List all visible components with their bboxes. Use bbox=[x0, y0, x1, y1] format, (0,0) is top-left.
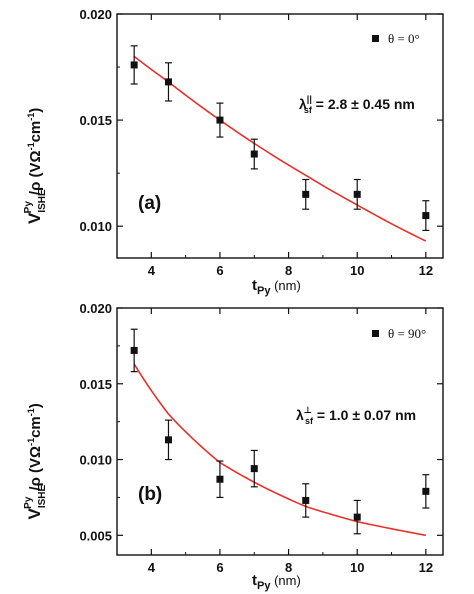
x-tick-label-a: 6 bbox=[216, 263, 223, 278]
y-axis-sup-a: Py bbox=[23, 201, 34, 214]
y-axis-sup-b: Py bbox=[23, 496, 34, 509]
x-tick-label-b: 10 bbox=[350, 560, 364, 575]
y-axis-close-b: ) bbox=[27, 403, 44, 408]
y-axis-title-b: VISHEPy/ρ (VΩ-1cm-1) bbox=[23, 403, 48, 519]
data-point-b bbox=[130, 346, 138, 354]
lambda-subscript-b: sf bbox=[305, 416, 314, 426]
data-point-b bbox=[353, 513, 361, 521]
y-axis-close-a: ) bbox=[27, 108, 44, 113]
data-point-b bbox=[164, 436, 172, 444]
fit-curve-a bbox=[133, 55, 427, 242]
lambda-symbol-b: λ bbox=[296, 407, 304, 423]
data-point-b bbox=[250, 465, 258, 473]
panel-a: 4 6 8 10 12 0.010 0.015 0.020 (a) θ = 0° λ|| sf … bbox=[23, 7, 444, 297]
x-tick-label-a: 12 bbox=[419, 263, 433, 278]
lambda-symbol-a: λ bbox=[299, 96, 307, 112]
data-point-a bbox=[216, 116, 224, 124]
panel-label-b: (b) bbox=[138, 484, 162, 505]
legend-a: θ = 0° bbox=[372, 31, 420, 46]
plot-frame-b bbox=[116, 307, 444, 556]
y-tick-label-b: 0.020 bbox=[79, 301, 112, 316]
x-tick-label-a: 10 bbox=[350, 263, 364, 278]
y-tick-label-a: 0.015 bbox=[79, 113, 112, 128]
x-axis-sub-a: Py bbox=[257, 285, 271, 297]
legend-marker-b bbox=[372, 330, 379, 337]
y-axis-sub-b: ISHE bbox=[37, 484, 48, 508]
y-axis-sup2-a: -1 bbox=[26, 142, 36, 150]
x-tick-label-b: 4 bbox=[148, 560, 156, 575]
y-axis-sub-a: ISHE bbox=[37, 189, 48, 213]
y-axis-rest-b: /ρ (VΩ bbox=[27, 446, 44, 491]
x-tick-label-b: 6 bbox=[216, 560, 223, 575]
y-axis-title-a: VISHEPy/ρ (VΩ-1cm-1) bbox=[23, 108, 48, 224]
lambda-value-b: = 1.0 ± 0.07 nm bbox=[313, 407, 416, 423]
lambda-superscript-b: ⊥ bbox=[304, 405, 312, 415]
legend-label-b: θ = 90° bbox=[388, 326, 426, 341]
legend-b: θ = 90° bbox=[372, 326, 426, 341]
x-axis-unit-a: (nm) bbox=[270, 278, 300, 293]
x-axis-unit-b: (nm) bbox=[270, 573, 300, 588]
y-axis-rest2-b: cm bbox=[27, 416, 44, 438]
x-axis-title-a: tPy (nm) bbox=[252, 277, 301, 297]
data-point-a bbox=[164, 78, 172, 86]
lambda-subscript-a: sf bbox=[304, 105, 313, 115]
x-axis-main-b: t bbox=[252, 572, 257, 589]
data-point-b bbox=[216, 475, 224, 483]
legend-marker-a bbox=[372, 35, 379, 42]
y-axis-main-b: V bbox=[25, 508, 44, 520]
y-tick-label-b: 0.010 bbox=[79, 453, 112, 468]
x-tick-label-b: 12 bbox=[419, 560, 433, 575]
marks-a bbox=[130, 45, 430, 242]
fit-annotation-a: λ|| sf = 2.8 ± 0.45 nm bbox=[299, 94, 415, 115]
lambda-value-a: = 2.8 ± 0.45 nm bbox=[312, 96, 415, 112]
plot-frame-a bbox=[116, 13, 444, 259]
panel-label-a: (a) bbox=[138, 193, 161, 214]
y-tick-label-a: 0.010 bbox=[79, 219, 112, 234]
x-tick-label-b: 8 bbox=[285, 560, 292, 575]
x-axis-sub-b: Py bbox=[257, 580, 271, 592]
data-point-b bbox=[302, 496, 310, 504]
data-point-b bbox=[422, 487, 430, 495]
y-axis-sup3-b: -1 bbox=[26, 408, 36, 416]
data-point-a bbox=[302, 190, 310, 198]
legend-label-a: θ = 0° bbox=[388, 31, 420, 46]
y-axis-sup2-b: -1 bbox=[26, 438, 36, 446]
data-point-a bbox=[250, 150, 258, 158]
x-tick-label-a: 4 bbox=[148, 263, 156, 278]
y-tick-label-b: 0.005 bbox=[79, 528, 112, 543]
y-axis-main-a: V bbox=[25, 212, 44, 224]
y-tick-label-a: 0.020 bbox=[79, 7, 112, 22]
x-axis-title-b: tPy (nm) bbox=[252, 572, 301, 592]
y-axis-rest2-a: cm bbox=[27, 121, 44, 143]
fit-curve-b bbox=[133, 363, 426, 537]
x-axis-main-a: t bbox=[252, 277, 257, 294]
y-axis-rest-a: /ρ (VΩ bbox=[27, 150, 44, 195]
fit-annotation-b: λ⊥ sf = 1.0 ± 0.07 nm bbox=[296, 405, 416, 426]
data-point-a bbox=[130, 61, 138, 69]
x-tick-label-a: 8 bbox=[285, 263, 292, 278]
data-point-a bbox=[353, 190, 361, 198]
ticks-a: 4 6 8 10 12 0.010 0.015 0.020 bbox=[79, 7, 443, 278]
lambda-superscript-a: || bbox=[307, 94, 312, 104]
ticks-b: 4 6 8 10 12 0.005 0.010 0.015 0.020 bbox=[79, 301, 443, 575]
y-axis-sup3-a: -1 bbox=[26, 113, 36, 121]
y-tick-label-b: 0.015 bbox=[79, 377, 112, 392]
data-point-a bbox=[422, 212, 430, 220]
marks-b bbox=[130, 328, 430, 537]
